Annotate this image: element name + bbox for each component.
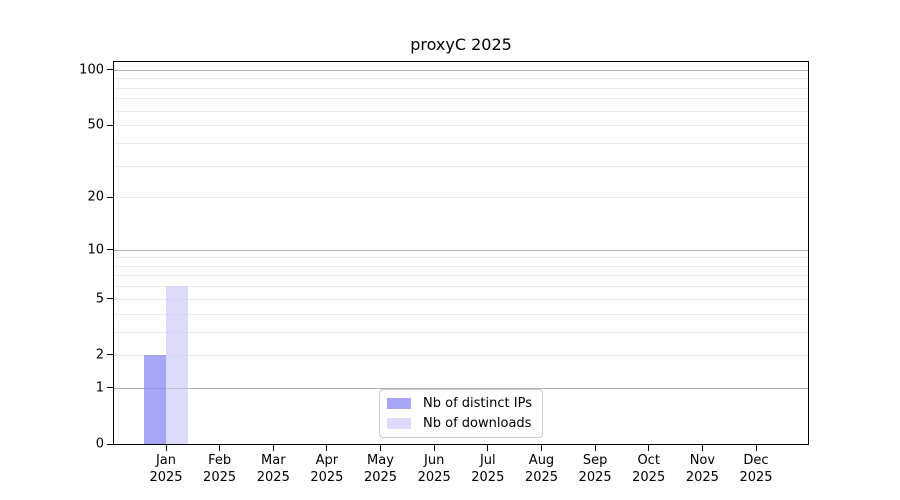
legend-swatch-distinct-ips <box>387 398 412 409</box>
x-tick-label-dec: Dec 2025 <box>724 452 788 486</box>
legend-swatch-downloads <box>387 418 412 429</box>
y-tick-mark-20 <box>107 196 114 198</box>
bar-jan-downloads <box>166 286 188 444</box>
y-tick-mark-1 <box>107 387 114 389</box>
x-tick-month: Apr <box>315 453 339 468</box>
y-tick-label-5: 5 <box>95 291 104 307</box>
y-tick-label-20: 20 <box>87 189 104 205</box>
x-tick-year: 2025 <box>685 470 719 485</box>
minor-gridline-60 <box>114 110 808 112</box>
legend-item-distinct-ips: Nb of distinct IPs <box>387 395 532 412</box>
bar-jan-distinct-ips <box>144 354 166 444</box>
x-tick-month: Nov <box>689 453 716 468</box>
y-tick-label-0: 0 <box>95 436 104 452</box>
y-tick-label-10: 10 <box>87 242 104 257</box>
minor-gridline-8 <box>114 265 808 267</box>
x-tick-year: 2025 <box>524 470 559 485</box>
minor-gridline-2 <box>114 354 808 356</box>
x-tick-year: 2025 <box>739 470 773 485</box>
chart-title: proxyC 2025 <box>410 35 512 54</box>
minor-gridline-4 <box>114 313 808 315</box>
x-tick-mark-dec <box>755 445 757 451</box>
x-tick-month: Dec <box>743 453 769 468</box>
legend-item-downloads: Nb of downloads <box>387 415 532 432</box>
minor-gridline-30 <box>114 165 808 167</box>
x-tick-month: Sep <box>582 453 608 468</box>
x-tick-label-sep: Sep 2025 <box>563 452 627 486</box>
y-tick-mark-5 <box>107 298 114 300</box>
x-tick-year: 2025 <box>256 470 290 485</box>
x-tick-month: Feb <box>208 453 232 468</box>
x-tick-year: 2025 <box>471 470 505 485</box>
x-tick-mark-jan <box>165 445 167 451</box>
x-tick-mark-jul <box>487 445 489 451</box>
y-tick-label-50: 50 <box>87 117 104 133</box>
x-tick-year: 2025 <box>149 470 183 485</box>
x-tick-mark-may <box>380 445 381 451</box>
y-tick-mark-10 <box>107 249 114 250</box>
minor-gridline-40 <box>114 142 808 144</box>
x-tick-month: Mar <box>261 453 286 468</box>
x-tick-mark-mar <box>272 445 274 451</box>
x-tick-year: 2025 <box>417 470 451 485</box>
y-tick-label-100: 100 <box>79 62 104 78</box>
x-tick-label-apr: Apr 2025 <box>295 452 359 486</box>
x-tick-mark-sep <box>594 445 596 451</box>
x-tick-month: Jul <box>479 453 496 468</box>
legend-label-distinct-ips: Nb of distinct IPs <box>423 396 532 411</box>
minor-gridline-5 <box>114 298 808 300</box>
y-tick-mark-50 <box>107 124 114 126</box>
x-tick-label-jul: Jul 2025 <box>456 452 520 486</box>
x-tick-mark-feb <box>219 445 221 451</box>
y-tick-label-1: 1 <box>95 380 104 396</box>
minor-gridline-50 <box>114 125 808 127</box>
minor-gridline-80 <box>114 87 808 89</box>
x-tick-month: Oct <box>637 453 660 468</box>
x-tick-label-jan: Jan 2025 <box>134 452 198 486</box>
x-tick-year: 2025 <box>203 470 237 485</box>
y-tick-mark-100 <box>107 69 114 71</box>
x-tick-month: Jun <box>424 453 445 468</box>
x-tick-label-oct: Oct 2025 <box>617 452 681 486</box>
major-gridline-100 <box>114 69 808 71</box>
minor-gridline-3 <box>114 331 808 333</box>
minor-gridline-90 <box>114 78 808 80</box>
x-tick-year: 2025 <box>632 470 666 485</box>
major-gridline-10 <box>114 249 808 251</box>
x-tick-mark-nov <box>701 445 703 451</box>
x-tick-mark-aug <box>541 445 542 451</box>
minor-gridline-9 <box>114 257 808 259</box>
x-tick-label-may: May 2025 <box>349 452 413 486</box>
minor-gridline-6 <box>114 286 808 288</box>
x-tick-year: 2025 <box>363 470 398 485</box>
y-tick-mark-2 <box>107 354 114 356</box>
x-tick-mark-jun <box>433 445 435 451</box>
x-tick-year: 2025 <box>578 470 612 485</box>
major-gridline-1 <box>114 387 808 389</box>
x-tick-month: Aug <box>528 453 555 468</box>
minor-gridline-20 <box>114 197 808 199</box>
legend: Nb of distinct IPs Nb of downloads <box>379 389 543 438</box>
x-tick-label-aug: Aug 2025 <box>510 452 574 486</box>
x-tick-label-mar: Mar 2025 <box>241 452 305 486</box>
x-tick-mark-apr <box>326 445 328 451</box>
x-tick-month: Jan <box>155 453 177 468</box>
x-tick-label-feb: Feb 2025 <box>188 452 252 486</box>
plot-area: Nb of distinct IPs Nb of downloads <box>113 61 809 445</box>
x-tick-mark-oct <box>648 445 650 451</box>
minor-gridline-70 <box>114 98 808 100</box>
x-tick-label-jun: Jun 2025 <box>402 452 466 486</box>
legend-label-downloads: Nb of downloads <box>423 416 532 431</box>
y-tick-label-2: 2 <box>95 347 104 363</box>
minor-gridline-7 <box>114 275 808 277</box>
x-tick-year: 2025 <box>310 470 344 485</box>
x-tick-label-nov: Nov 2025 <box>670 452 734 486</box>
x-tick-month: May <box>367 453 394 468</box>
y-tick-mark-0 <box>107 443 114 445</box>
